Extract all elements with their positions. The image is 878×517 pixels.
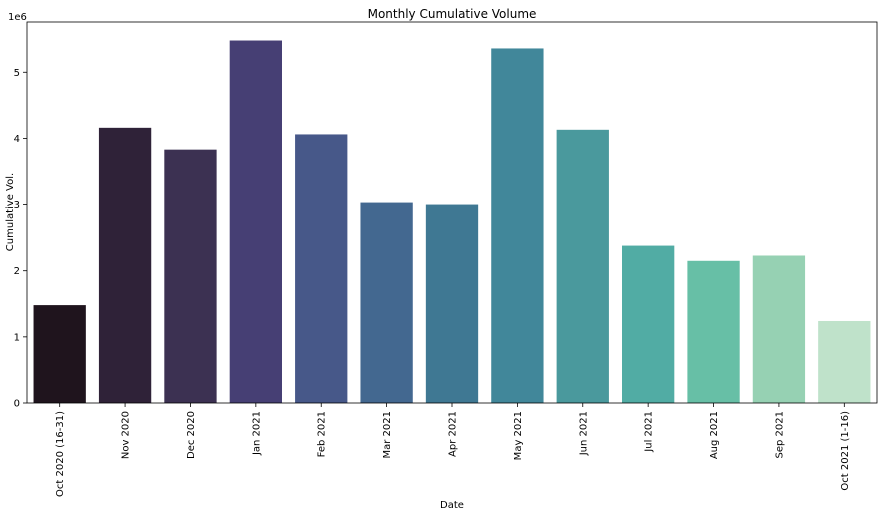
bar [556,129,609,404]
y-scale-label: 1e6 [8,12,27,23]
bar [98,127,152,403]
y-tick-label: 5 [14,68,20,79]
x-tick-label: Jan 2021 [251,411,262,456]
bar [164,149,217,403]
x-tick-label: Aug 2021 [709,411,720,459]
bar [622,245,675,403]
bar [818,320,871,403]
bar [295,134,348,403]
x-tick-label: Oct 2021 (1-16) [840,411,851,491]
x-tick-label: Dec 2020 [186,411,197,459]
x-tick-label: Apr 2021 [448,411,459,457]
x-tick-label: Jul 2021 [644,411,655,453]
plot-frame [26,21,878,404]
bar [33,305,86,403]
bar [425,204,479,403]
y-tick-label: 0 [14,399,20,410]
x-axis-ticks: Oct 2020 (16-31) Nov 2020 Dec 2020 Jan 2021… [55,403,851,497]
bar [229,40,282,403]
y-axis-ticks: 0 1 2 3 4 5 [14,68,27,410]
bar [491,48,544,403]
x-tick-label: Sep 2021 [774,411,785,458]
y-tick-label: 2 [14,266,20,277]
y-tick-label: 3 [14,200,20,211]
x-axis-label: Date [440,500,464,511]
y-tick-label: 1 [14,332,20,343]
bar [360,202,413,403]
x-tick-label: Mar 2021 [382,411,393,459]
bars-group [33,40,871,404]
bar [752,255,806,403]
y-tick-label: 4 [14,134,20,145]
x-tick-label: Nov 2020 [121,411,132,459]
x-tick-label: May 2021 [513,411,524,460]
y-axis-label: Cumulative Vol. [5,173,16,251]
bar [687,260,740,403]
x-tick-label: Jun 2021 [578,411,589,456]
chart-title: Monthly Cumulative Volume [368,7,537,21]
x-tick-label: Oct 2020 (16-31) [55,411,66,497]
x-tick-label: Feb 2021 [317,411,328,457]
